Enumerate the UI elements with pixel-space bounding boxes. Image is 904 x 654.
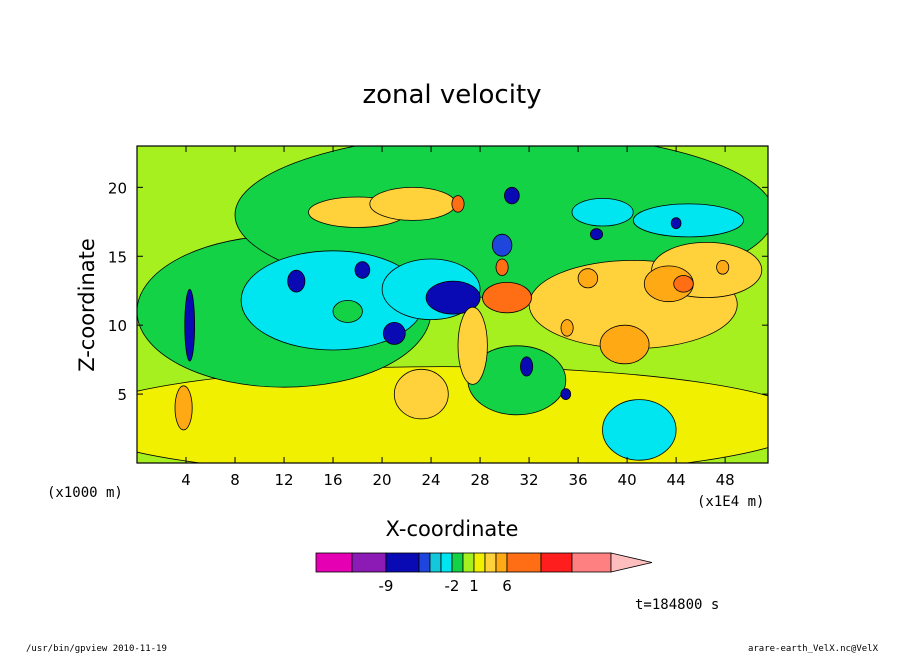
- colorbar-swatch: [440, 552, 453, 573]
- y-axis-ticks: 5 10 15 20: [108, 179, 768, 404]
- colorbar-swatch: [495, 552, 508, 573]
- y-axis-label: Z-coordinate: [75, 238, 99, 372]
- x-axis-ticks: 4 8 12 16 20 24 28 32 36 40 44 48: [181, 146, 735, 489]
- contour-region: [599, 324, 650, 365]
- colorbar-tick-label: -2: [445, 577, 460, 595]
- colorbar-overflow-arrow: [610, 552, 653, 573]
- x-tick-label: 20: [373, 471, 392, 489]
- contour-region: [673, 275, 694, 293]
- x-tick-label: 24: [422, 471, 441, 489]
- x-tick-label: 44: [667, 471, 686, 489]
- colorbar-tick-label: 6: [502, 577, 512, 595]
- x-axis-label: X-coordinate: [386, 517, 519, 541]
- contour-region: [602, 399, 677, 461]
- contour-region: [354, 261, 371, 279]
- contour-region: [482, 281, 532, 314]
- x-tick-label: 16: [323, 471, 342, 489]
- contour-region: [184, 289, 196, 362]
- colorbar-swatch: [385, 552, 420, 573]
- contour-region: [670, 217, 682, 230]
- colorbar-swatch: [351, 552, 387, 573]
- colorbar-tick-label: 1: [469, 577, 479, 595]
- contour-field: [137, 146, 768, 463]
- time-label: t=184800 s: [635, 597, 719, 613]
- x-tick-label: 48: [716, 471, 735, 489]
- colorbar-swatch: [506, 552, 542, 573]
- contour-region: [504, 186, 520, 205]
- contour-region: [491, 233, 513, 257]
- contour-region: [393, 368, 449, 420]
- colorbar-swatch: [429, 552, 442, 573]
- x-tick-label: 8: [230, 471, 240, 489]
- colorbar-swatch: [315, 552, 353, 573]
- y-tick-label: 5: [117, 386, 127, 404]
- y-tick-label: 15: [108, 248, 127, 266]
- y-tick-label: 10: [108, 317, 127, 335]
- colorbar-tick-label: -9: [379, 577, 394, 595]
- x-tick-label: 36: [569, 471, 588, 489]
- chart-title: zonal velocity: [362, 80, 541, 110]
- contour-region: [716, 259, 730, 275]
- x-tick-label: 40: [618, 471, 637, 489]
- colorbar-swatch: [451, 552, 464, 573]
- contour-region: [451, 195, 465, 213]
- footer-right: arare-earth_VelX.nc@VelX: [748, 644, 879, 654]
- x-tick-label: 12: [274, 471, 293, 489]
- plot-frame: [136, 145, 769, 464]
- colorbar-swatch: [462, 552, 475, 573]
- contour-region: [577, 268, 599, 289]
- y-tick-label: 20: [108, 179, 127, 197]
- contour-region: [560, 388, 572, 401]
- contour-region: [560, 319, 574, 337]
- x-tick-label: 4: [181, 471, 191, 489]
- contour-region: [425, 280, 481, 315]
- contour-region: [287, 269, 306, 293]
- contour-region: [369, 186, 457, 221]
- contour-region: [520, 356, 534, 377]
- colorbar-swatch: [473, 552, 486, 573]
- contour-region: [174, 385, 193, 431]
- x-unit-right: (x1E4 m): [697, 494, 764, 510]
- colorbar: -9 -2 1 6: [315, 552, 653, 595]
- colorbar-swatch: [484, 552, 497, 573]
- footer-left: /usr/bin/gpview 2010-11-19: [26, 644, 167, 654]
- contour-region: [495, 258, 509, 277]
- x-tick-label: 32: [520, 471, 539, 489]
- x-unit-left: (x1000 m): [47, 485, 123, 501]
- colorbar-swatch: [418, 552, 431, 573]
- contour-region: [332, 299, 363, 323]
- x-tick-label: 28: [471, 471, 490, 489]
- contour-region: [571, 197, 634, 227]
- contour-region: [632, 203, 744, 238]
- contour-region: [590, 228, 604, 241]
- contour-region: [382, 321, 406, 345]
- contour-region: [457, 306, 488, 385]
- colorbar-swatch: [540, 552, 573, 573]
- colorbar-swatch: [571, 552, 612, 573]
